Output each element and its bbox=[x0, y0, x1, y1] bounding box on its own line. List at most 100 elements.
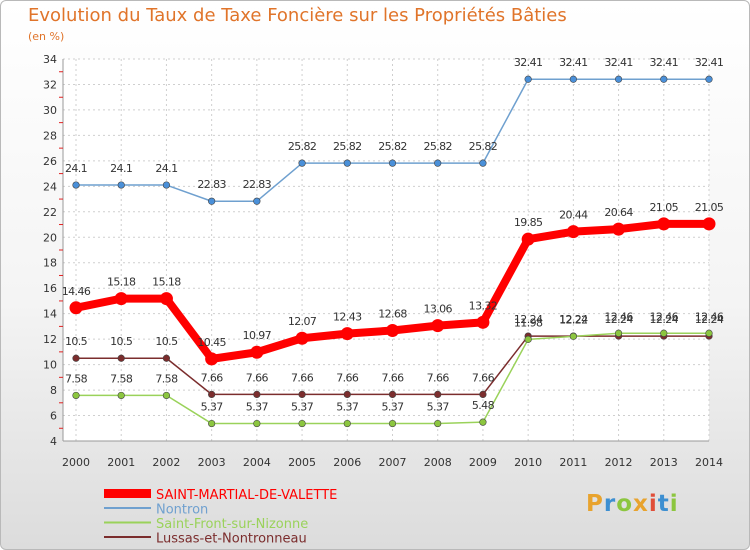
data-label-nontron: 24.1 bbox=[155, 162, 177, 175]
data-label-lussas-et-nontronneau: 7.66 bbox=[291, 371, 314, 384]
data-label-lussas-et-nontronneau: 12.24 bbox=[514, 313, 543, 326]
data-label-saint-martial-de-valette: 10.97 bbox=[243, 329, 272, 342]
data-point-lussas-et-nontronneau bbox=[388, 390, 397, 398]
data-label-saint-front-sur-nizonne: 7.58 bbox=[110, 372, 133, 385]
data-label-saint-martial-de-valette: 14.46 bbox=[62, 285, 91, 298]
x-tick-label: 2004 bbox=[243, 456, 271, 469]
data-label-nontron: 25.82 bbox=[333, 140, 362, 153]
data-point-saint-front-sur-nizonne bbox=[705, 329, 713, 337]
data-point-saint-martial-de-valette bbox=[250, 345, 264, 359]
data-label-saint-martial-de-valette: 13.06 bbox=[423, 303, 452, 316]
data-point-nontron bbox=[343, 159, 351, 167]
data-label-saint-front-sur-nizonne: 5.37 bbox=[201, 401, 224, 414]
chart-title: Evolution du Taux de Taxe Foncière sur l… bbox=[28, 5, 567, 26]
data-label-saint-martial-de-valette: 20.44 bbox=[559, 209, 588, 222]
logo-letter: o bbox=[616, 491, 634, 517]
y-tick-label: 24 bbox=[43, 180, 57, 193]
x-tick-label: 2007 bbox=[379, 456, 407, 469]
data-point-saint-front-sur-nizonne bbox=[660, 329, 668, 337]
data-point-lussas-et-nontronneau bbox=[343, 390, 351, 398]
data-point-lussas-et-nontronneau bbox=[162, 354, 171, 362]
data-point-saint-martial-de-valette bbox=[657, 217, 671, 231]
x-tick-label: 2000 bbox=[62, 456, 90, 469]
data-point-saint-martial-de-valette bbox=[386, 323, 399, 337]
data-label-lussas-et-nontronneau: 7.66 bbox=[427, 371, 450, 384]
data-label-nontron: 25.82 bbox=[378, 140, 407, 153]
data-label-lussas-et-nontronneau: 12.24 bbox=[650, 313, 679, 326]
data-label-nontron: 24.1 bbox=[110, 162, 132, 175]
data-label-nontron: 25.82 bbox=[288, 140, 317, 153]
data-point-lussas-et-nontronneau bbox=[72, 354, 80, 362]
y-tick-label: 4 bbox=[50, 435, 57, 448]
data-label-saint-martial-de-valette: 20.64 bbox=[604, 206, 633, 219]
data-point-saint-front-sur-nizonne bbox=[479, 418, 487, 426]
data-label-nontron: 22.83 bbox=[243, 178, 272, 191]
data-label-nontron: 25.82 bbox=[469, 140, 498, 153]
data-label-saint-martial-de-valette: 12.68 bbox=[378, 307, 407, 320]
data-label-saint-front-sur-nizonne: 5.37 bbox=[336, 401, 359, 414]
data-label-nontron: 22.83 bbox=[197, 178, 226, 191]
data-label-saint-martial-de-valette: 13.32 bbox=[469, 299, 498, 312]
x-tick-label: 2010 bbox=[514, 456, 542, 469]
x-tick-label: 2006 bbox=[333, 456, 361, 469]
data-point-saint-martial-de-valette bbox=[612, 222, 626, 236]
y-tick-label: 32 bbox=[43, 78, 57, 91]
data-label-lussas-et-nontronneau: 12.24 bbox=[604, 313, 633, 326]
legend-label-saint-martial-de-valette: SAINT-MARTIAL-DE-VALETTE bbox=[156, 488, 337, 503]
data-point-saint-front-sur-nizonne bbox=[117, 391, 125, 400]
data-point-nontron bbox=[524, 75, 532, 83]
x-tick-label: 2002 bbox=[152, 456, 180, 469]
data-point-nontron bbox=[660, 75, 668, 83]
data-point-lussas-et-nontronneau bbox=[479, 390, 487, 398]
y-tick-label: 22 bbox=[43, 206, 57, 219]
x-tick-label: 2012 bbox=[605, 456, 633, 469]
data-label-nontron: 32.41 bbox=[514, 56, 543, 69]
data-point-saint-front-sur-nizonne bbox=[343, 419, 351, 428]
y-tick-label: 26 bbox=[43, 155, 57, 168]
y-tick-label: 18 bbox=[43, 257, 57, 270]
data-point-nontron bbox=[434, 159, 442, 167]
data-point-saint-martial-de-valette bbox=[114, 292, 128, 306]
logo-letter: x bbox=[633, 491, 649, 517]
y-tick-label: 6 bbox=[50, 410, 57, 423]
data-point-lussas-et-nontronneau bbox=[298, 390, 306, 398]
x-tick-label: 2014 bbox=[695, 456, 723, 469]
data-point-saint-martial-de-valette bbox=[431, 319, 445, 333]
data-label-saint-martial-de-valette: 21.05 bbox=[695, 201, 724, 214]
data-point-saint-martial-de-valette bbox=[69, 301, 83, 315]
data-label-saint-front-sur-nizonne: 7.58 bbox=[65, 372, 88, 385]
data-label-nontron: 24.1 bbox=[65, 162, 87, 175]
data-point-saint-front-sur-nizonne bbox=[388, 419, 397, 428]
y-tick-label: 16 bbox=[43, 282, 57, 295]
data-label-nontron: 32.41 bbox=[695, 56, 724, 69]
x-tick-label: 2001 bbox=[107, 456, 135, 469]
logo-letter: t bbox=[657, 491, 670, 517]
data-point-nontron bbox=[208, 197, 216, 205]
data-label-lussas-et-nontronneau: 10.5 bbox=[65, 335, 88, 348]
plot-area bbox=[63, 59, 709, 441]
data-label-lussas-et-nontronneau: 10.5 bbox=[110, 335, 133, 348]
data-label-saint-martial-de-valette: 21.05 bbox=[650, 201, 679, 214]
data-label-saint-front-sur-nizonne: 11.98 bbox=[514, 316, 543, 329]
data-label-saint-front-sur-nizonne: 7.58 bbox=[155, 372, 178, 385]
data-label-lussas-et-nontronneau: 7.66 bbox=[472, 371, 495, 384]
data-point-nontron bbox=[72, 181, 80, 189]
y-tick-label: 30 bbox=[43, 104, 57, 117]
data-point-saint-front-sur-nizonne bbox=[524, 335, 532, 343]
data-label-lussas-et-nontronneau: 12.24 bbox=[695, 313, 724, 326]
data-point-lussas-et-nontronneau bbox=[208, 390, 216, 398]
y-tick-label: 28 bbox=[43, 129, 57, 142]
logo-letter: r bbox=[603, 491, 617, 517]
data-point-nontron bbox=[298, 159, 306, 167]
x-tick-label: 2013 bbox=[650, 456, 678, 469]
data-point-lussas-et-nontronneau bbox=[434, 390, 442, 398]
data-label-nontron: 32.41 bbox=[559, 56, 588, 69]
data-label-saint-martial-de-valette: 10.45 bbox=[197, 336, 226, 349]
data-point-nontron bbox=[705, 75, 713, 83]
data-point-saint-front-sur-nizonne bbox=[434, 419, 442, 428]
logo-letter: i bbox=[648, 491, 658, 517]
data-point-saint-martial-de-valette bbox=[566, 225, 580, 239]
data-point-saint-martial-de-valette bbox=[340, 327, 354, 341]
proxiti-logo: Proxiti bbox=[586, 491, 679, 517]
